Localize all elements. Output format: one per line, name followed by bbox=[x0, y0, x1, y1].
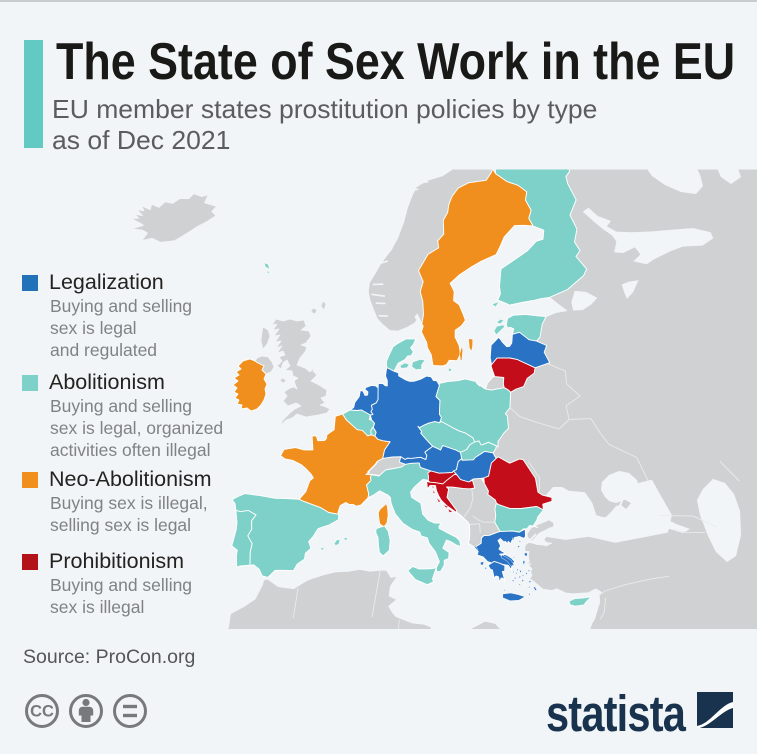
svg-text:CC: CC bbox=[30, 703, 54, 721]
